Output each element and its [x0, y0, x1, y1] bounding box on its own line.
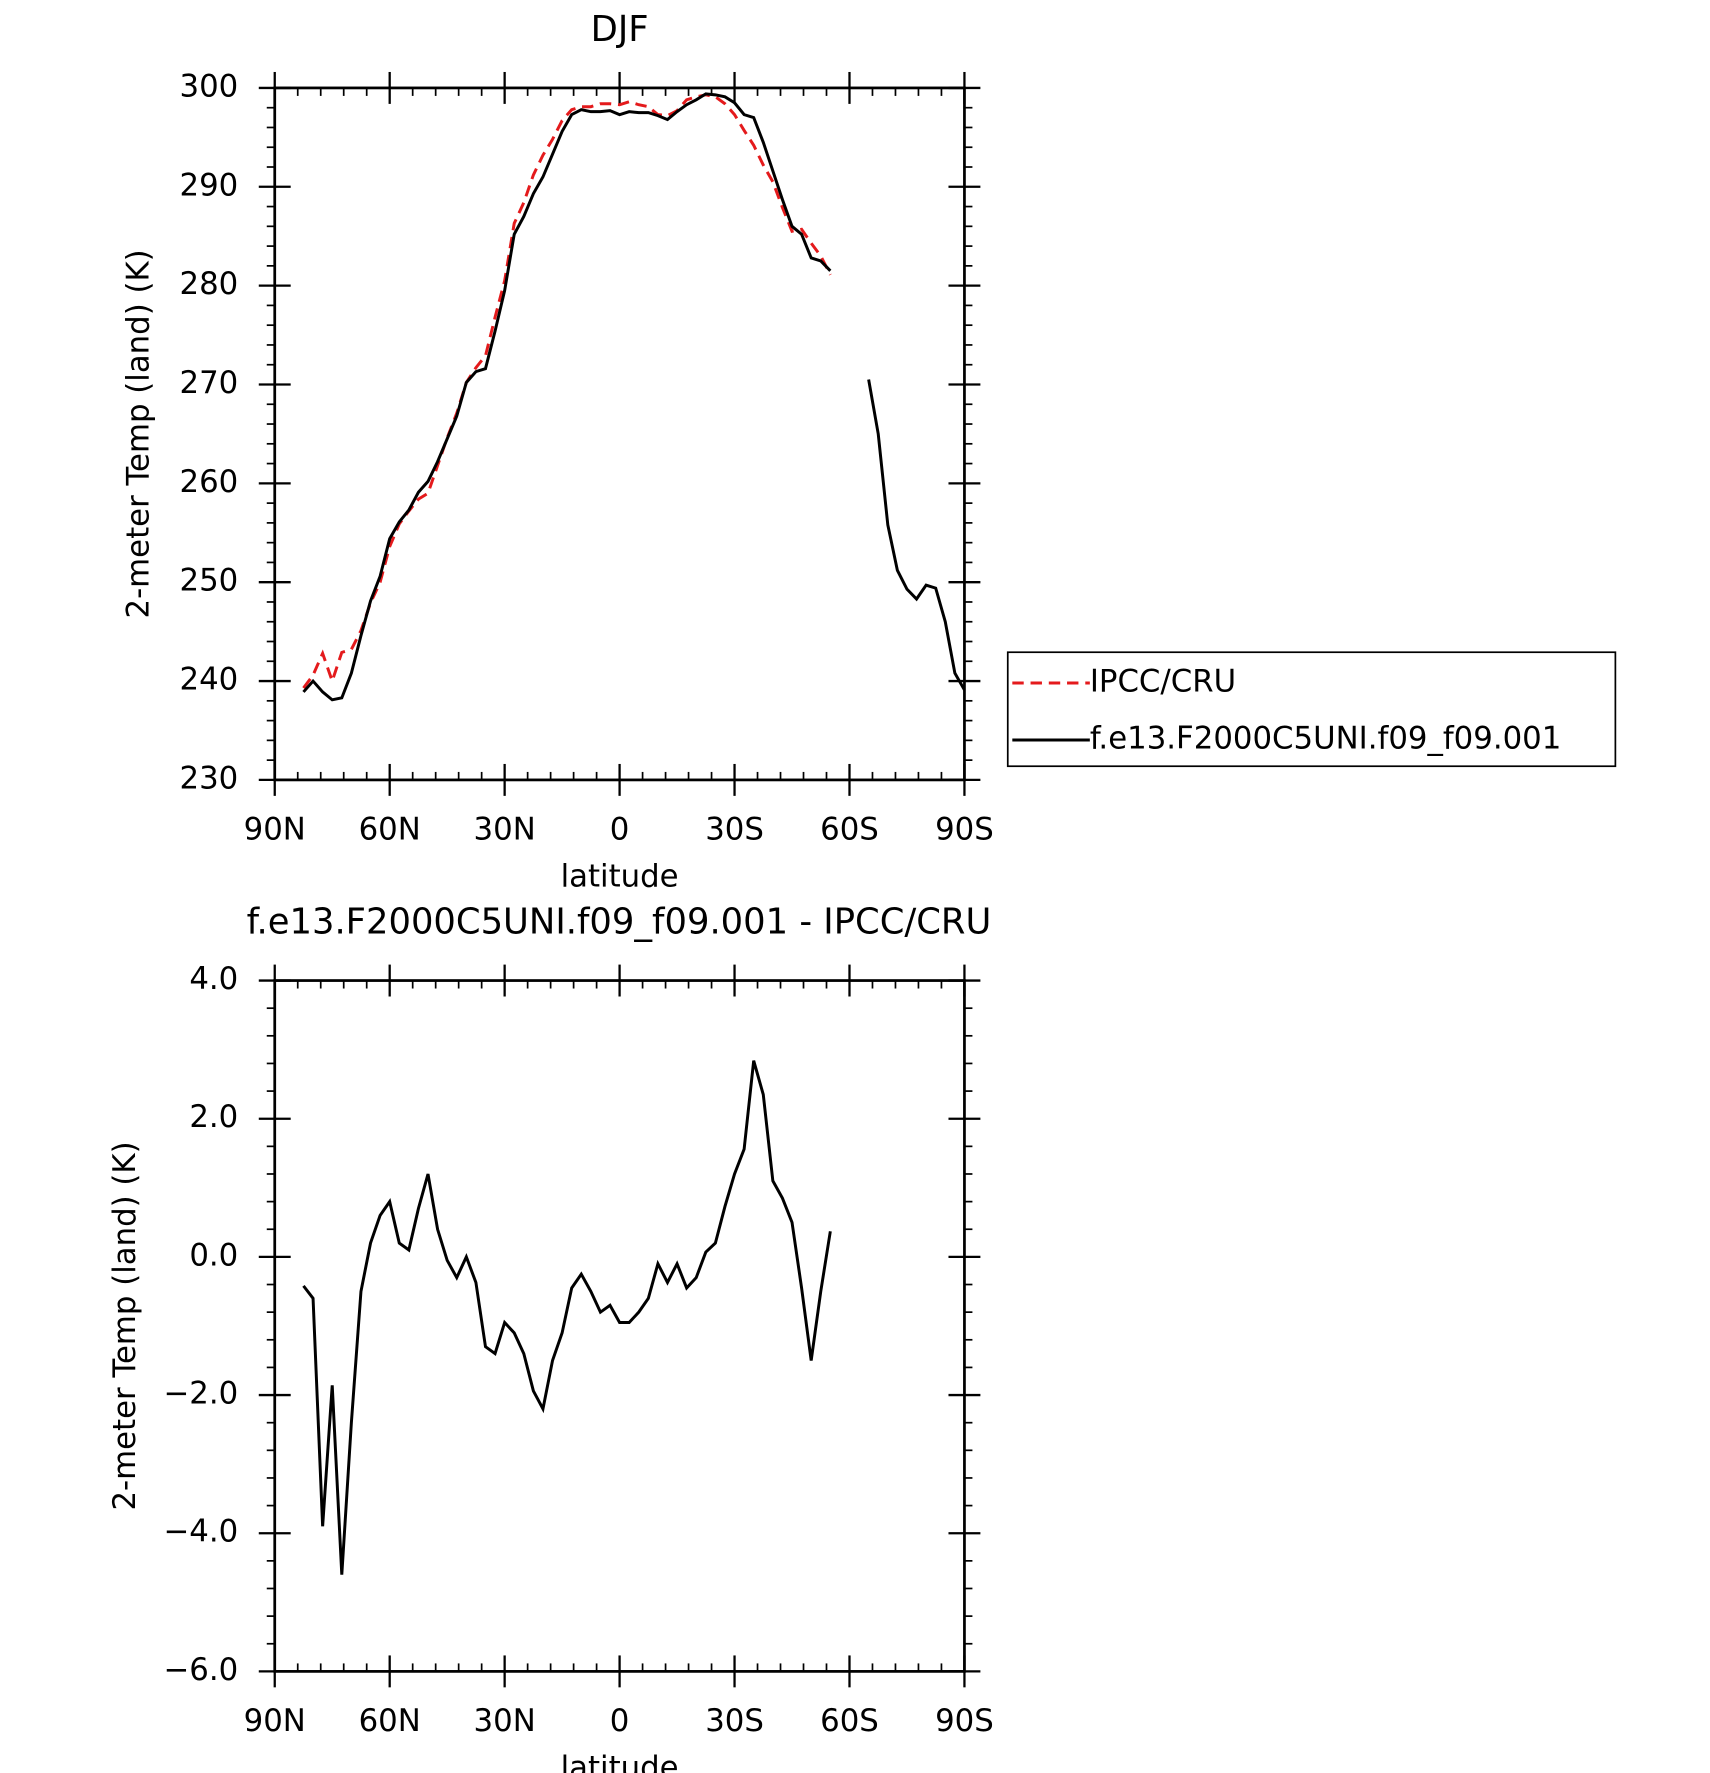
x-tick-label: 0	[610, 812, 630, 848]
y-tick-label: 230	[180, 760, 239, 796]
data-line	[302, 92, 966, 702]
x-axis-label: latitude	[561, 1750, 679, 1773]
legend-label: IPCC/CRU	[1090, 664, 1236, 700]
chart-title: f.e13.F2000C5UNI.f09_f09.001 - IPCC/CRU	[247, 902, 992, 943]
y-tick-label: 260	[180, 464, 239, 500]
y-tick-label: −4.0	[164, 1514, 239, 1550]
x-tick-label: 60N	[359, 1703, 421, 1739]
x-tick-label: 90S	[935, 812, 994, 848]
y-tick-label: 290	[180, 167, 239, 203]
y-tick-label: 300	[180, 68, 239, 104]
x-tick-label: 60S	[820, 812, 879, 848]
x-tick-label: 90S	[935, 1703, 994, 1739]
y-tick-label: −2.0	[164, 1376, 239, 1412]
y-tick-label: 250	[180, 563, 239, 599]
x-tick-label: 30S	[705, 812, 764, 848]
x-axis-label: latitude	[561, 858, 679, 894]
y-tick-label: 0.0	[189, 1237, 238, 1273]
y-tick-label: 240	[180, 662, 239, 698]
legend-label: f.e13.F2000C5UNI.f09_f09.001	[1090, 721, 1562, 757]
plot-frame	[273, 979, 966, 1673]
y-tick-label: 2.0	[189, 1099, 238, 1135]
y-tick-label: 270	[180, 365, 239, 401]
x-tick-label: 60S	[820, 1703, 879, 1739]
x-tick-label: 30N	[474, 812, 536, 848]
legend-box	[1006, 651, 1617, 768]
y-tick-label: 280	[180, 266, 239, 302]
plot-frame	[273, 86, 966, 782]
x-tick-label: 90N	[244, 812, 306, 848]
x-tick-label: 0	[610, 1703, 630, 1739]
x-tick-label: 90N	[244, 1703, 306, 1739]
y-tick-label: −6.0	[164, 1652, 239, 1688]
x-tick-label: 60N	[359, 812, 421, 848]
y-tick-label: 4.0	[189, 961, 238, 997]
y-axis-label: 2-meter Temp (land) (K)	[121, 249, 157, 618]
data-line	[302, 93, 832, 689]
x-tick-label: 30S	[705, 1703, 764, 1739]
data-line	[302, 1060, 832, 1575]
y-axis-label: 2-meter Temp (land) (K)	[107, 1141, 143, 1510]
x-tick-label: 30N	[474, 1703, 536, 1739]
chart-title: DJF	[591, 9, 649, 50]
